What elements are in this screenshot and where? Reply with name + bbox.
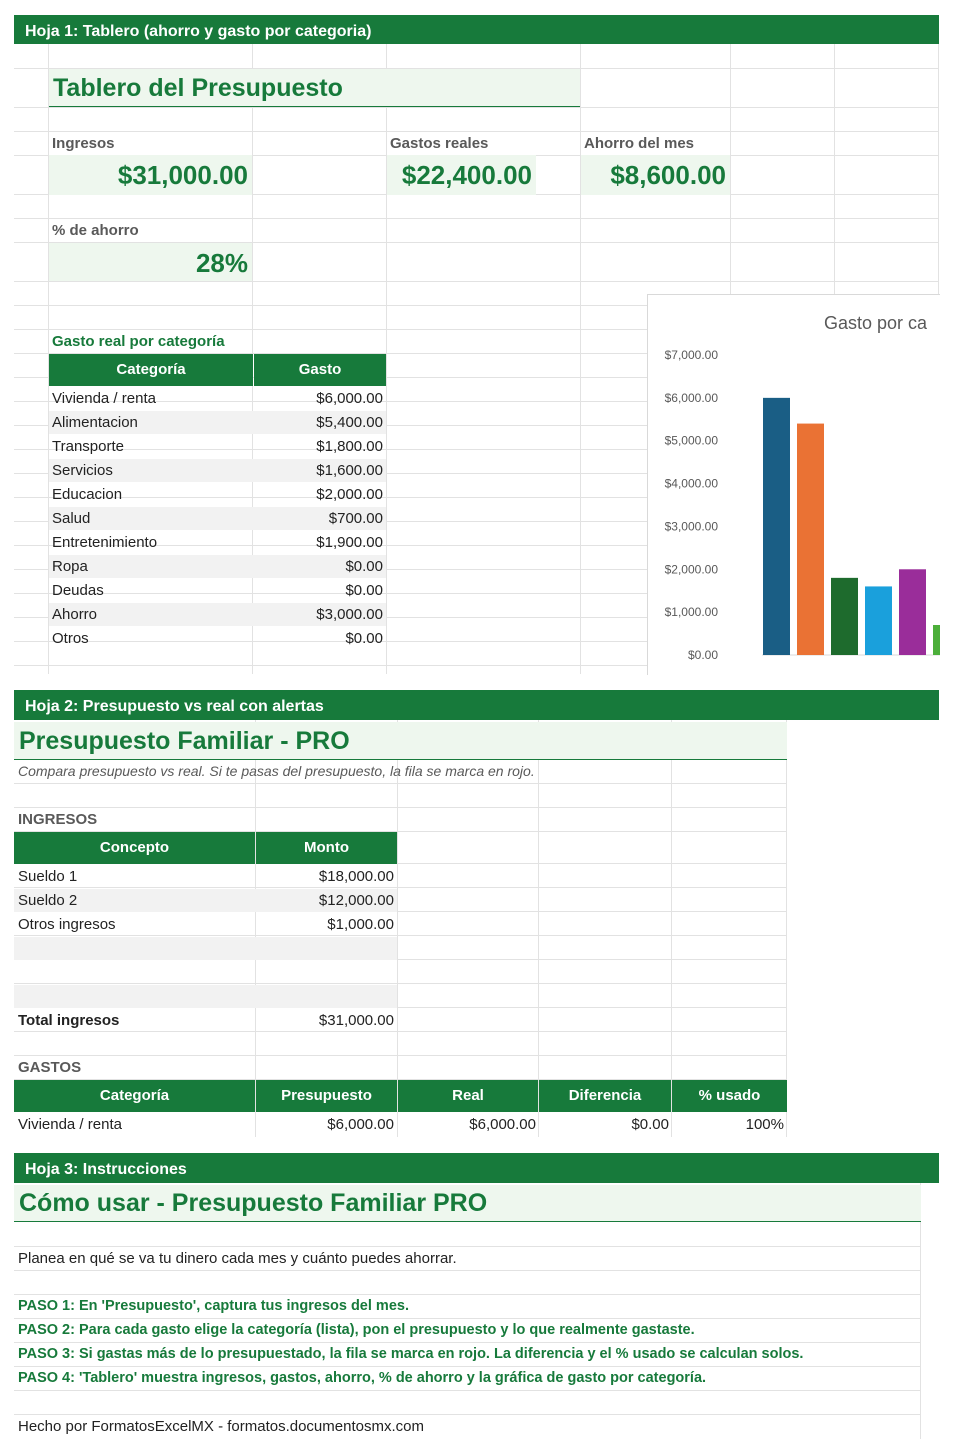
chart-bar[interactable] [763,397,790,655]
step-2: PASO 2: Para cada gasto elige la categor… [18,1322,695,1338]
monto-cell[interactable]: $1,000.00 [327,916,394,933]
category-header[interactable]: Categoría [49,354,253,386]
footer-credit: Hecho por FormatosExcelMX - formatos.doc… [18,1418,424,1435]
pct-ahorro-value[interactable]: 28% [49,243,252,281]
amount-cell[interactable]: $5,400.00 [316,414,383,431]
chart-ytick-label: $1,000.00 [665,605,719,619]
gastos-usado-header[interactable]: % usado [672,1080,787,1112]
amount-cell[interactable]: $6,000.00 [316,390,383,407]
category-cell[interactable]: Deudas [52,582,104,599]
ingresos-value[interactable]: $31,000.00 [49,155,252,195]
category-chart[interactable]: Gasto por ca $0.00 $1,000.00 $2,000.00 $3,0… [647,294,940,675]
total-ingresos-value[interactable]: $31,000.00 [318,1012,394,1029]
gastos-row-usado[interactable]: 100% [745,1116,784,1133]
ahorro-mes-label: Ahorro del mes [584,135,695,152]
gastos-row-presupuesto[interactable]: $6,000.00 [327,1116,394,1133]
chart-ytick-label: $7,000.00 [665,348,719,362]
total-ingresos-label: Total ingresos [18,1012,120,1029]
category-cell[interactable]: Alimentacion [52,414,138,431]
step-3: PASO 3: Si gastas más de lo presupuestad… [18,1346,804,1362]
table-row-stripe [14,889,397,912]
table-row-stripe [14,937,397,960]
pct-ahorro-label: % de ahorro [52,222,139,239]
chart-bar[interactable] [831,577,858,655]
amount-cell[interactable]: $1,600.00 [316,462,383,479]
table-row-stripe [49,411,386,434]
category-cell[interactable]: Transporte [52,438,124,455]
amount-cell[interactable]: $700.00 [328,510,383,527]
table-row-stripe [49,459,386,482]
category-cell[interactable]: Ropa [52,558,88,575]
chart-bar[interactable] [797,423,824,655]
ahorro-mes-value[interactable]: $8,600.00 [581,155,730,195]
concepto-cell[interactable]: Otros ingresos [18,916,116,933]
chart-bar[interactable] [933,625,940,655]
category-cell[interactable]: Entretenimiento [52,534,158,551]
amount-cell[interactable]: $2,000.00 [316,486,383,503]
chart-bar[interactable] [899,569,926,655]
category-cell[interactable]: Otros [52,630,89,647]
gastos-section-label: GASTOS [18,1059,82,1076]
concepto-cell[interactable]: Sueldo 1 [18,868,78,885]
budget-title: Presupuesto Familiar - PRO [14,722,787,760]
category-cell[interactable]: Servicios [52,462,113,479]
ingresos-label: Ingresos [52,135,115,152]
sheet3-grid [14,1183,921,1439]
amount-cell[interactable]: $1,800.00 [316,438,383,455]
sheet1-header: Hoja 1: Tablero (ahorro y gasto por cate… [14,15,939,44]
chart-ytick-label: $6,000.00 [665,391,719,405]
sheet2-header: Hoja 2: Presupuesto vs real con alertas [14,690,939,720]
category-cell[interactable]: Salud [52,510,91,527]
chart-ytick-label: $5,000.00 [665,434,719,448]
amount-header[interactable]: Gasto [254,354,386,386]
monto-cell[interactable]: $12,000.00 [318,892,394,909]
step-4: PASO 4: 'Tablero' muestra ingresos, gast… [18,1370,707,1386]
table-row-stripe [14,985,397,1008]
chart-ytick-label: $0.00 [688,648,718,662]
gastos-categoria-header[interactable]: Categoría [14,1080,255,1112]
chart-svg: Gasto por ca $0.00 $1,000.00 $2,000.00 $3,0… [665,313,940,662]
monto-header[interactable]: Monto [256,832,397,864]
category-cell[interactable]: Ahorro [52,606,98,623]
gastos-presupuesto-header[interactable]: Presupuesto [256,1080,397,1112]
chart-ytick-label: $3,000.00 [665,519,719,533]
gastos-reales-label: Gastos reales [390,135,489,152]
budget-subtitle: Compara presupuesto vs real. Si te pasas… [18,763,535,779]
amount-cell[interactable]: $0.00 [345,630,383,647]
table-row-stripe [49,603,386,626]
concepto-header[interactable]: Concepto [14,832,255,864]
gastos-row-categoria[interactable]: Vivienda / renta [18,1116,122,1133]
step-1: PASO 1: En 'Presupuesto', captura tus in… [18,1298,409,1314]
gastos-diferencia-header[interactable]: Diferencia [539,1080,671,1112]
dashboard-title: Tablero del Presupuesto [49,69,580,107]
instructions-intro: Planea en qué se va tu dinero cada mes y… [18,1250,457,1267]
amount-cell[interactable]: $0.00 [345,582,383,599]
chart-bar[interactable] [865,586,892,655]
amount-cell[interactable]: $3,000.00 [316,606,383,623]
monto-cell[interactable]: $18,000.00 [318,868,394,885]
chart-title: Gasto por ca [824,313,928,333]
concepto-cell[interactable]: Sueldo 2 [18,892,78,909]
ingresos-section-label: INGRESOS [18,811,98,828]
gastos-row-diferencia[interactable]: $0.00 [631,1116,669,1133]
amount-cell[interactable]: $0.00 [345,558,383,575]
gastos-row-real[interactable]: $6,000.00 [469,1116,536,1133]
sheet3-header: Hoja 3: Instrucciones [14,1153,939,1183]
gastos-reales-value[interactable]: $22,400.00 [387,155,536,195]
category-cell[interactable]: Vivienda / renta [52,390,156,407]
chart-ytick-label: $4,000.00 [665,477,719,491]
chart-ytick-label: $2,000.00 [665,562,719,576]
gastos-real-header[interactable]: Real [398,1080,538,1112]
amount-cell[interactable]: $1,900.00 [316,534,383,551]
category-cell[interactable]: Educacion [52,486,123,503]
table-row-stripe [49,507,386,530]
category-table-title: Gasto real por categoría [52,333,225,350]
instructions-title: Cómo usar - Presupuesto Familiar PRO [14,1185,921,1222]
table-row-stripe [49,555,386,578]
